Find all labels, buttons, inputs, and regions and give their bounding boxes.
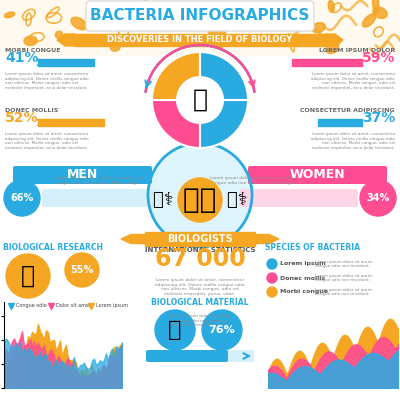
Circle shape [4, 180, 40, 216]
Text: CONSECTETUR ADIPISCING: CONSECTETUR ADIPISCING [300, 108, 395, 113]
Ellipse shape [328, 0, 334, 12]
FancyArrow shape [121, 234, 145, 244]
Text: 76%: 76% [209, 325, 235, 335]
FancyBboxPatch shape [239, 189, 358, 207]
Ellipse shape [208, 26, 226, 38]
Text: 66%: 66% [10, 193, 34, 203]
Ellipse shape [326, 43, 339, 53]
Bar [38, 119, 104, 126]
Text: 52%: 52% [5, 111, 38, 125]
Text: Lorem ipsum dolor sit amet, consectetur
adipiscing elit. Donec mollis congue odi: Lorem ipsum dolor sit amet, consectetur … [311, 132, 395, 150]
Text: Lorem ipsum dolor sit amet,
congue odio non tincidunt.: Lorem ipsum dolor sit amet, congue odio … [315, 260, 373, 268]
Circle shape [65, 253, 99, 287]
FancyBboxPatch shape [146, 350, 254, 362]
Text: Lorem ipsum dolor sit amet, consectetur
adipiscing elit. Donec mollis congue odi: Lorem ipsum dolor sit amet, consectetur … [311, 72, 395, 90]
Text: 55%: 55% [70, 265, 94, 275]
Bar [318, 119, 362, 126]
Circle shape [360, 180, 396, 216]
Ellipse shape [4, 12, 15, 18]
Text: Morbi congue: Morbi congue [280, 290, 328, 294]
FancyArrow shape [255, 234, 279, 244]
Text: SPECIES OF BACTERIA: SPECIES OF BACTERIA [265, 243, 360, 252]
Text: 67 000: 67 000 [155, 247, 245, 271]
FancyBboxPatch shape [248, 166, 387, 184]
Text: Lorem ipsum dolor sit amet, consectetur
congue odio non ultrices. Morbi congue.: Lorem ipsum dolor sit amet, consectetur … [55, 176, 143, 185]
Text: BIOLOGICAL MATERIAL: BIOLOGICAL MATERIAL [151, 298, 249, 307]
Ellipse shape [71, 17, 87, 30]
Circle shape [267, 287, 277, 297]
Circle shape [267, 273, 277, 283]
FancyBboxPatch shape [86, 1, 314, 31]
Circle shape [155, 310, 195, 350]
Text: WOMEN: WOMEN [289, 168, 345, 182]
Circle shape [178, 178, 222, 222]
FancyBboxPatch shape [42, 189, 161, 207]
Circle shape [202, 310, 242, 350]
Text: Lorem ipsum dolor sit amet, consectetur
adipiscing elit. Donec mollis congue odi: Lorem ipsum dolor sit amet, consectetur … [5, 132, 89, 150]
Text: 👨‍⚕️: 👨‍⚕️ [153, 191, 173, 209]
Text: 👩‍⚕️: 👩‍⚕️ [227, 191, 247, 209]
Wedge shape [200, 100, 248, 148]
Circle shape [6, 254, 50, 298]
Bar [292, 59, 362, 66]
Ellipse shape [24, 36, 37, 45]
Text: Congue odio: Congue odio [16, 303, 46, 308]
Wedge shape [152, 100, 200, 148]
Ellipse shape [312, 23, 325, 33]
Text: BIOLOGISTS: BIOLOGISTS [167, 234, 233, 244]
Ellipse shape [373, 7, 387, 18]
Text: MORBI CONGUE: MORBI CONGUE [5, 48, 60, 53]
Text: Lorem ipsum: Lorem ipsum [96, 303, 128, 308]
Text: Lorem ipsum dolor sit amet, consectetur
adipiscing elit. Donec mollis congue odi: Lorem ipsum dolor sit amet, consectetur … [155, 278, 245, 296]
FancyBboxPatch shape [13, 166, 152, 184]
FancyArrow shape [57, 34, 75, 46]
Ellipse shape [110, 44, 120, 51]
Text: DONEC MOLLIS: DONEC MOLLIS [5, 108, 58, 113]
Bar [75, 34, 325, 46]
Ellipse shape [134, 12, 140, 23]
Ellipse shape [362, 14, 376, 27]
Text: LOREM IPSUM DOLOR: LOREM IPSUM DOLOR [319, 48, 395, 53]
Bar [145, 232, 255, 246]
Text: Lorem ipsum: Lorem ipsum [280, 262, 326, 266]
Text: 34%: 34% [366, 193, 390, 203]
Text: Dolor sit amet: Dolor sit amet [56, 303, 91, 308]
Text: INTERNATIONAL STATISTICS: INTERNATIONAL STATISTICS [145, 247, 255, 253]
Text: BACTERIA INFOGRAPHICS: BACTERIA INFOGRAPHICS [90, 8, 310, 24]
Circle shape [267, 259, 277, 269]
Wedge shape [200, 52, 248, 100]
Bar [0, 0, 400, 55]
Ellipse shape [372, 0, 379, 13]
Ellipse shape [55, 31, 62, 38]
Text: Lorem ipsum dolor sit amet,
congue odio non tincidunt.: Lorem ipsum dolor sit amet, congue odio … [315, 288, 373, 296]
Text: 💡: 💡 [192, 88, 208, 112]
Text: 👨‍🔬: 👨‍🔬 [183, 186, 217, 214]
Text: Donec mollis: Donec mollis [280, 276, 325, 280]
Text: BIOLOGICAL RESEARCH: BIOLOGICAL RESEARCH [3, 243, 103, 252]
Circle shape [176, 76, 224, 124]
Text: 37%: 37% [362, 111, 395, 125]
Text: Lorem ipsum dolor sit amet, consectetur
adipiscing elit. Donec mollis congue odi: Lorem ipsum dolor sit amet, consectetur … [5, 72, 89, 90]
Wedge shape [152, 52, 200, 100]
Text: Lorem ipsum dolor sit amet, consectetur
congue odio non ultrices. Morbi congue.: Lorem ipsum dolor sit amet, consectetur … [210, 176, 298, 185]
Text: Lorem ipsum dolor sit amet,
congue odio non tincidunt.: Lorem ipsum dolor sit amet, congue odio … [315, 274, 373, 282]
Text: 41%: 41% [5, 51, 38, 65]
Text: 🔬: 🔬 [21, 264, 35, 288]
FancyArrow shape [325, 34, 343, 46]
Text: MEN: MEN [66, 168, 98, 182]
Circle shape [148, 143, 252, 247]
Text: DISCOVERIES IN THE FIELD OF BIOLOGY: DISCOVERIES IN THE FIELD OF BIOLOGY [108, 36, 292, 44]
Text: 🧪: 🧪 [168, 320, 182, 340]
Ellipse shape [291, 5, 298, 14]
Ellipse shape [204, 36, 222, 48]
FancyBboxPatch shape [146, 350, 228, 362]
Bar [38, 59, 94, 66]
Text: Lorem ipsum dolor sit amet,
congue odio non ultrices.
arcu dolor tincidunt purus: Lorem ipsum dolor sit amet, congue odio … [170, 314, 230, 327]
Text: 59%: 59% [362, 51, 395, 65]
